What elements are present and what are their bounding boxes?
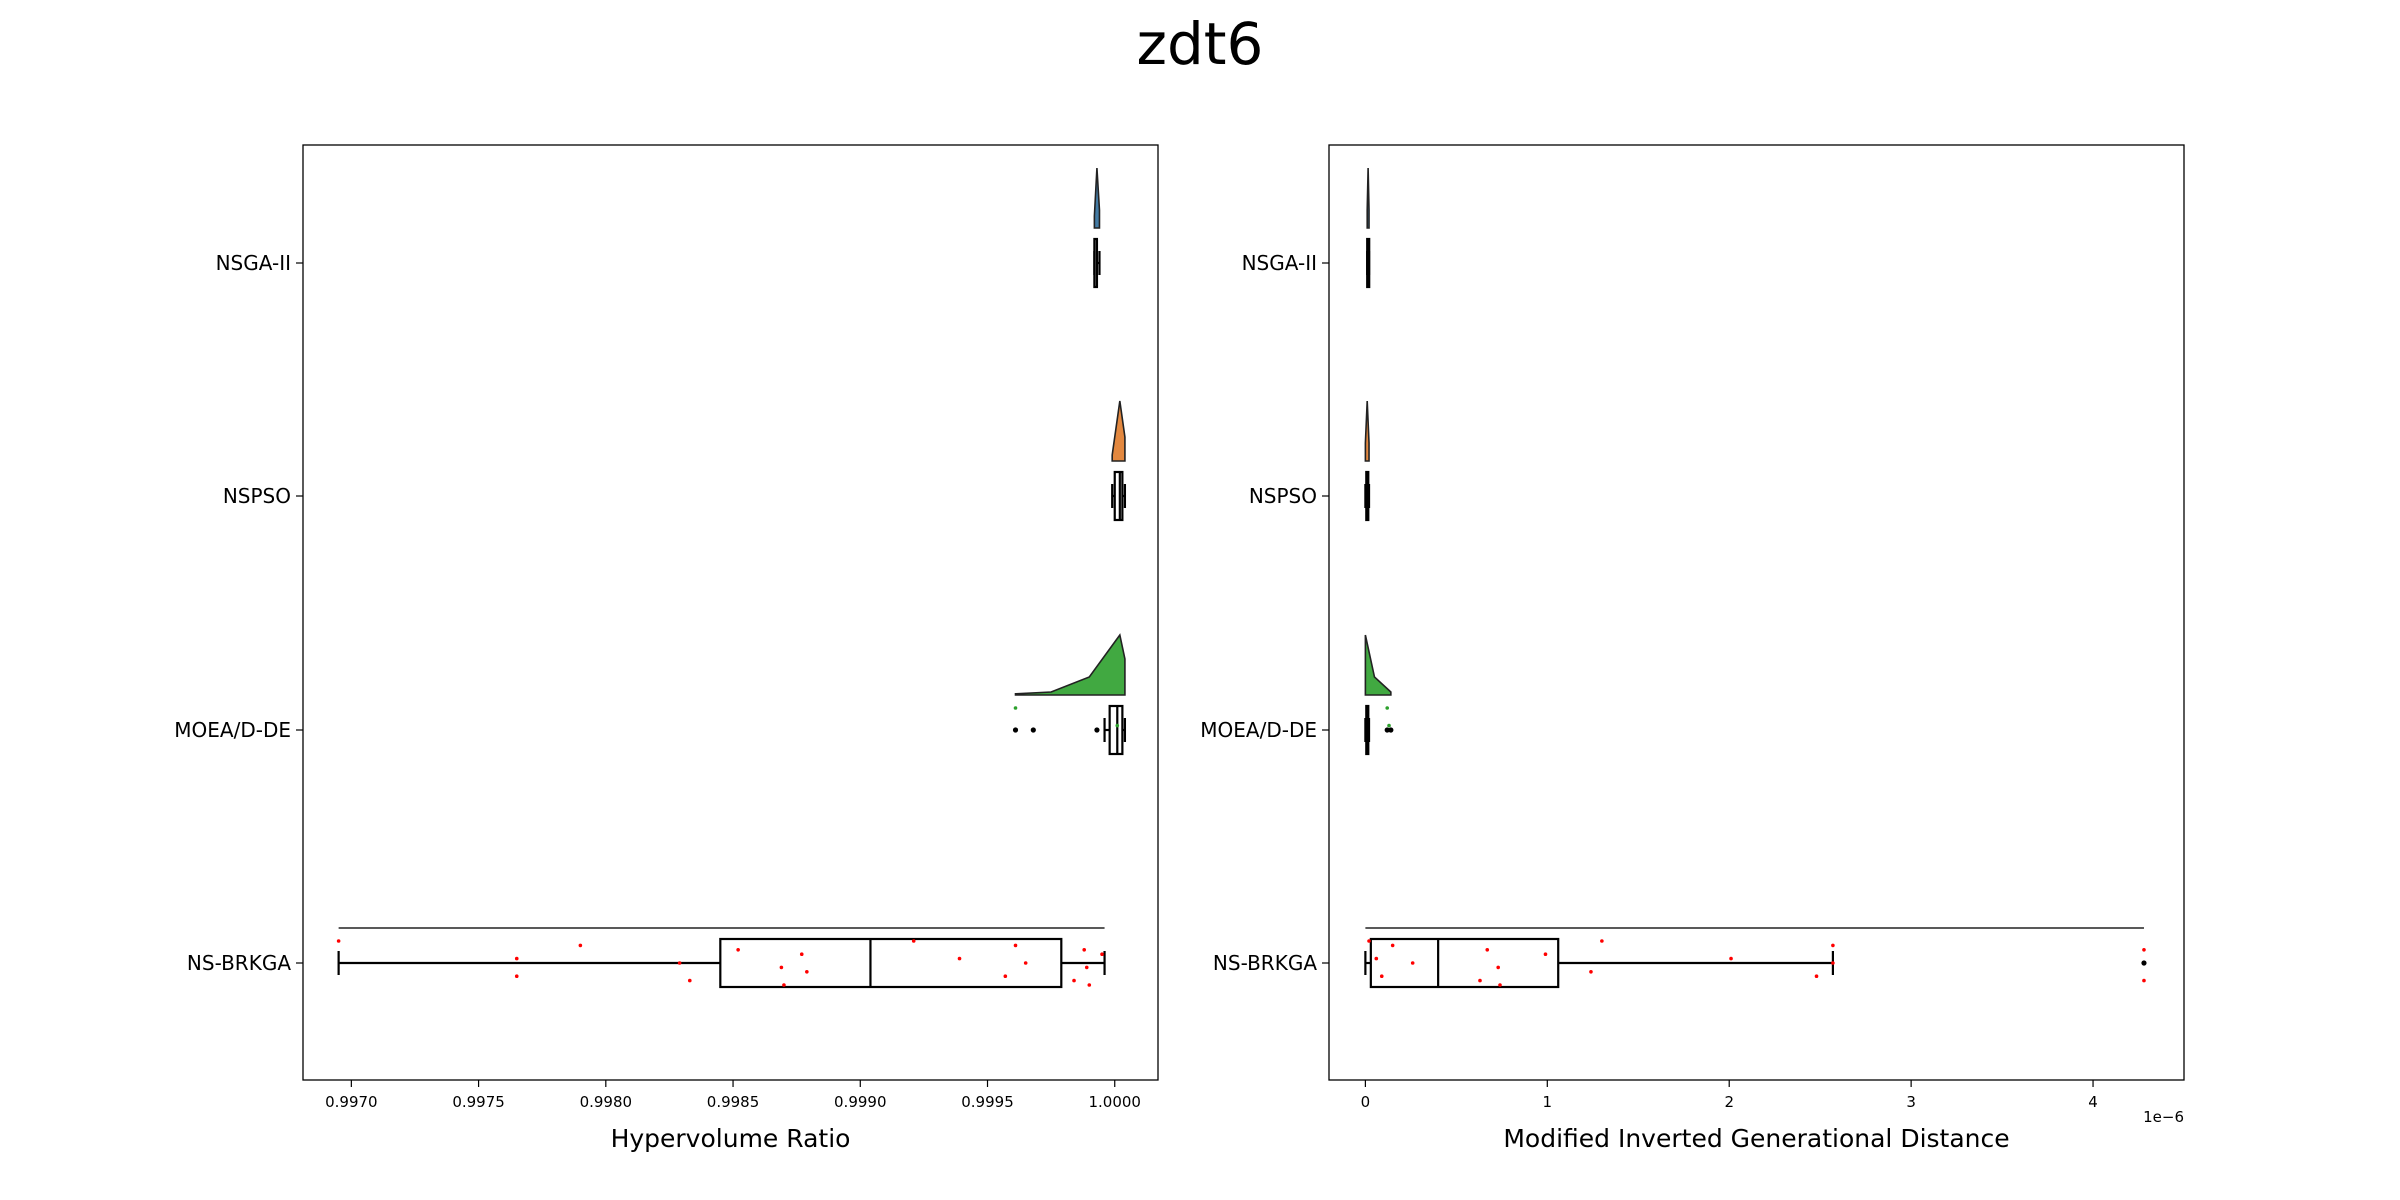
rain-point-ns-brkga xyxy=(1729,956,1733,961)
rain-point-ns-brkga xyxy=(1013,943,1018,948)
rain-point-moea-d-de xyxy=(1115,723,1120,728)
rain-point-ns-brkga xyxy=(799,952,804,956)
outlier-moea-d-de xyxy=(1384,727,1390,733)
box-ns-brkga xyxy=(719,937,1063,989)
violin-moea-d-de xyxy=(1364,634,1392,696)
rain-point-ns-brkga xyxy=(2142,948,2146,952)
y-tick-label-nsga-ii: NSGA-II xyxy=(1242,251,1317,275)
y-tick-label-moea-d-de: MOEA/D-DE xyxy=(1200,718,1317,742)
x-tick-label: 0.9970 xyxy=(325,1093,378,1111)
x-tick-label: 0.9980 xyxy=(580,1093,633,1111)
x-axis-label: Hypervolume Ratio xyxy=(611,1124,851,1153)
box-nspso xyxy=(1113,470,1124,522)
y-tick-label-moea-d-de: MOEA/D-DE xyxy=(174,718,291,742)
x-tick-label: 0.9985 xyxy=(707,1093,760,1111)
rain-point-ns-brkga xyxy=(1478,978,1482,983)
x-tick-label: 3 xyxy=(1906,1093,1916,1111)
rain-point-ns-brkga xyxy=(1600,939,1604,943)
violin-nspso xyxy=(1364,400,1370,462)
figure-title: zdt6 xyxy=(1136,10,1264,78)
rain-point-moea-d-de xyxy=(1013,706,1018,710)
rain-point-ns-brkga xyxy=(1023,961,1028,965)
outlier-ns-brkga xyxy=(2141,960,2147,966)
violin-nspso xyxy=(1111,400,1126,462)
box-ns-brkga xyxy=(1369,937,1560,989)
violin-nsga-ii xyxy=(1093,167,1101,229)
rain-point-ns-brkga xyxy=(736,948,740,952)
rain-point-ns-brkga xyxy=(578,943,583,948)
x-tick-label: 2 xyxy=(1724,1093,1734,1111)
rain-point-moea-d-de xyxy=(1385,706,1390,710)
rain-point-ns-brkga xyxy=(1100,952,1104,956)
x-offset-label: 1e−6 xyxy=(2143,1108,2184,1126)
box-moea-d-de xyxy=(1108,704,1124,756)
rain-point-ns-brkga xyxy=(805,970,809,974)
rain-point-ns-brkga xyxy=(1589,970,1593,974)
rain-point-ns-brkga xyxy=(1485,948,1490,952)
violin-moea-d-de xyxy=(1014,633,1126,696)
y-tick-label-nspso: NSPSO xyxy=(223,484,291,508)
rain-point-ns-brkga xyxy=(1831,961,1835,965)
y-tick-label-nspso: NSPSO xyxy=(1249,484,1317,508)
outlier-moea-d-de xyxy=(1388,727,1394,733)
rain-point-ns-brkga xyxy=(1003,974,1008,978)
rain-point-ns-brkga xyxy=(1087,983,1092,987)
rain-point-ns-brkga xyxy=(1374,956,1379,961)
rain-point-ns-brkga xyxy=(2142,978,2146,983)
rain-point-ns-brkga xyxy=(1390,943,1395,948)
rain-point-ns-brkga xyxy=(1367,939,1371,943)
plot-frame xyxy=(1328,144,2185,1081)
plot-frame xyxy=(302,144,1159,1081)
rain-point-ns-brkga xyxy=(687,978,692,983)
rain-point-ns-brkga xyxy=(1084,965,1089,970)
violin-nsga-ii xyxy=(1366,167,1370,229)
outlier-moea-d-de xyxy=(1012,727,1019,733)
rain-point-ns-brkga xyxy=(677,961,682,965)
rain-point-ns-brkga xyxy=(1410,961,1415,965)
x-tick-label: 0 xyxy=(1361,1093,1371,1111)
y-tick-label-ns-brkga: NS-BRKGA xyxy=(1213,951,1317,975)
rain-point-ns-brkga xyxy=(782,983,786,987)
rain-point-ns-brkga xyxy=(1814,974,1819,978)
rain-point-ns-brkga xyxy=(1082,948,1087,952)
migd-panel: 0 1 2 3 4 1e−6 Modified Inverted Generational … xyxy=(1200,144,2185,1153)
rain-point-ns-brkga xyxy=(779,965,784,970)
x-tick-label: 1 xyxy=(1543,1093,1553,1111)
rain-point-ns-brkga xyxy=(911,939,916,943)
x-tick-label: 4 xyxy=(2088,1093,2098,1111)
rain-point-ns-brkga xyxy=(957,956,962,961)
rain-point-ns-brkga xyxy=(1379,974,1384,978)
x-tick-label: 1.0000 xyxy=(1088,1093,1141,1111)
x-axis-label: Modified Inverted Generational Distance xyxy=(1503,1124,2009,1153)
x-tick-label: 0.9975 xyxy=(452,1093,505,1111)
rain-point-ns-brkga xyxy=(1498,983,1502,987)
y-tick-label-nsga-ii: NSGA-II xyxy=(216,251,291,275)
rain-point-ns-brkga xyxy=(1496,965,1500,970)
outlier-moea-d-de xyxy=(1094,727,1100,733)
x-tick-label: 0.9990 xyxy=(834,1093,887,1111)
rain-point-ns-brkga xyxy=(336,939,341,943)
hypervolume-ratio-panel: 0.9970 0.9975 0.9980 0.9985 0.9990 0.9995 1.00… xyxy=(174,144,1159,1153)
x-tick-label: 0.9995 xyxy=(961,1093,1014,1111)
rain-point-ns-brkga xyxy=(1072,978,1076,983)
rain-point-ns-brkga xyxy=(1543,952,1548,956)
rain-point-moea-d-de xyxy=(1387,723,1391,728)
rain-point-ns-brkga xyxy=(514,956,519,961)
outlier-moea-d-de xyxy=(1030,727,1036,733)
y-tick-label-ns-brkga: NS-BRKGA xyxy=(187,951,291,975)
rain-point-ns-brkga xyxy=(514,974,519,978)
rain-point-ns-brkga xyxy=(1831,943,1835,948)
